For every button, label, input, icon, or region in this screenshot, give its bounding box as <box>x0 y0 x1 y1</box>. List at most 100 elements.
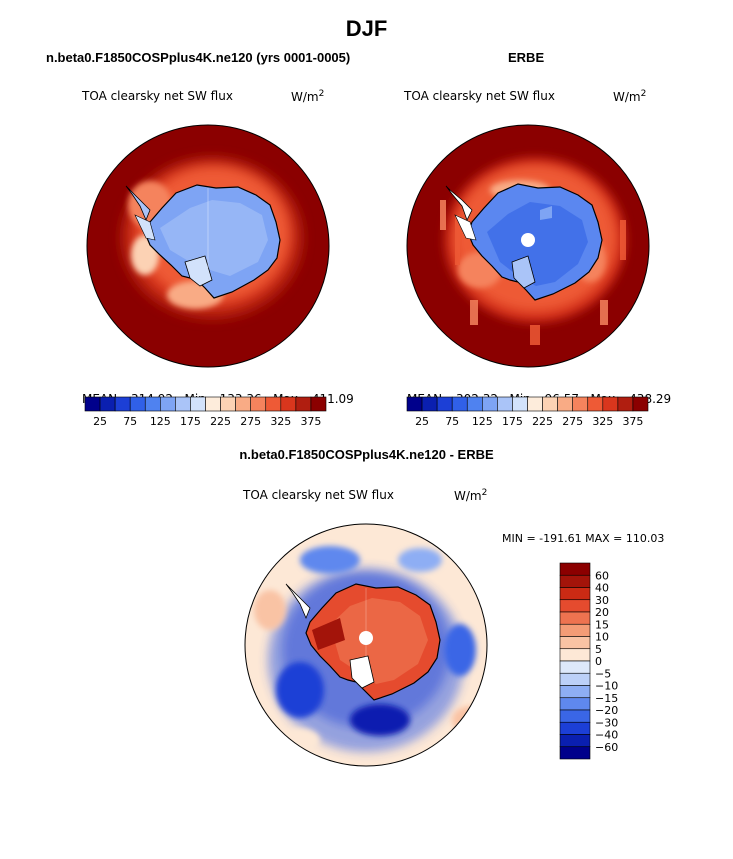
diff-colorbar-swatch <box>559 709 591 723</box>
diff-units-exp: 2 <box>481 488 488 498</box>
diff-colorbar-tick-label: 20 <box>595 606 609 619</box>
diff-panel-header: n.beta0.F1850COSPplus4K.ne120 - ERBE <box>239 447 494 462</box>
model-colorbar-tick-label: 375 <box>300 415 321 428</box>
model-colorbar-tick-label: 325 <box>270 415 291 428</box>
diff-colorbar-swatch <box>559 648 591 662</box>
erbe-colorbar-tick-label: 325 <box>592 415 613 428</box>
panel-2-header: ERBE <box>508 50 545 65</box>
model-colorbar-swatch <box>99 396 116 412</box>
diff-colorbar-tick-label: 60 <box>595 569 609 582</box>
erbe-colorbar-swatch <box>406 396 423 412</box>
diff-colorbar-swatch <box>559 672 591 686</box>
model-colorbar-swatch <box>144 396 161 412</box>
diff-colorbar-tick-label: 40 <box>595 582 609 595</box>
panel-1-units-exp: 2 <box>318 89 325 99</box>
erbe-colorbar-swatch <box>587 396 604 412</box>
erbe-colorbar-swatch <box>617 396 634 412</box>
erbe-map <box>407 125 649 367</box>
erbe-colorbar-swatch <box>421 396 438 412</box>
erbe-colorbar-swatch <box>451 396 468 412</box>
diff-colorbar-tick-label: 30 <box>595 594 609 607</box>
diff-colorbar-swatch <box>559 611 591 625</box>
model-colorbar-swatch <box>84 396 101 412</box>
erbe-colorbar-swatch <box>436 396 453 412</box>
erbe-colorbar-swatch <box>512 396 528 412</box>
diff-colorbar-tick-label: 0 <box>595 655 602 668</box>
erbe-colorbar: 25 75 125 175 225 275 325 375 <box>406 396 649 428</box>
model-colorbar-tick-label: 25 <box>93 415 107 428</box>
diff-colorbar-tick-label: −15 <box>595 692 618 705</box>
diff-units: W/m2 <box>454 488 487 503</box>
diff-colorbar-tick-label: 10 <box>595 631 609 644</box>
diff-minmax: MIN = -191.61 MAX = 110.03 <box>502 532 665 545</box>
erbe-colorbar-tick-label: 25 <box>415 415 429 428</box>
model-colorbar-swatch <box>114 396 131 412</box>
model-colorbar-swatch <box>250 396 267 412</box>
erbe-colorbar-swatch <box>542 396 558 412</box>
erbe-colorbar-swatch <box>466 396 483 412</box>
erbe-colorbar-swatch <box>572 396 589 412</box>
model-colorbar-swatch <box>190 396 206 412</box>
diff-colorbar-swatch <box>559 599 591 613</box>
erbe-colorbar-tick-label: 125 <box>472 415 493 428</box>
erbe-colorbar-tick-label: 175 <box>502 415 523 428</box>
diff-colorbar-swatch <box>559 562 591 576</box>
model-colorbar-swatch <box>265 396 282 412</box>
panel-1-units-base: W/m <box>291 90 319 104</box>
diff-colorbar-tick-label: −20 <box>595 704 618 717</box>
model-colorbar-tick-label: 175 <box>180 415 201 428</box>
model-colorbar-tick-label: 75 <box>123 415 137 428</box>
erbe-colorbar-tick-label: 225 <box>532 415 553 428</box>
model-map <box>87 125 329 367</box>
diff-map <box>245 524 487 766</box>
diff-colorbar-swatch <box>559 660 591 674</box>
diff-colorbar-tick-label: −10 <box>595 680 618 693</box>
model-colorbar-swatch <box>205 396 221 412</box>
model-colorbar-swatch <box>280 396 297 412</box>
model-colorbar-swatch <box>160 396 176 412</box>
diff-field-label: TOA clearsky net SW flux <box>243 488 394 502</box>
panel-1-header: n.beta0.F1850COSPplus4K.ne120 (yrs 0001-… <box>46 50 351 65</box>
erbe-colorbar-swatch <box>557 396 573 412</box>
diff-colorbar-swatch <box>559 685 591 699</box>
model-colorbar-swatch <box>235 396 251 412</box>
panel-2-units: W/m2 <box>613 89 646 104</box>
diff-colorbar-tick-label: −5 <box>595 667 611 680</box>
diff-colorbar-swatch <box>559 697 591 711</box>
diff-colorbar-tick-label: −60 <box>595 741 618 754</box>
diff-colorbar-tick-label: 15 <box>595 618 609 631</box>
erbe-colorbar-tick-label: 375 <box>622 415 643 428</box>
model-colorbar: 25 75 125 175 225 275 325 375 <box>84 396 327 428</box>
page-title: DJF <box>345 16 388 41</box>
panel-2-field-label: TOA clearsky net SW flux <box>404 89 555 103</box>
model-colorbar-swatch <box>295 396 312 412</box>
model-colorbar-swatch <box>175 396 191 412</box>
diff-colorbar-tick-label: −30 <box>595 716 618 729</box>
diff-colorbar-swatch <box>559 746 591 760</box>
diff-colorbar-swatch <box>559 574 591 588</box>
erbe-colorbar-swatch <box>497 396 513 412</box>
diff-colorbar-tick-label: 5 <box>595 643 602 656</box>
diff-units-base: W/m <box>454 489 482 503</box>
diff-colorbar-swatch <box>559 721 591 735</box>
diff-colorbar-swatch <box>559 623 591 637</box>
panel-2-units-base: W/m <box>613 90 641 104</box>
model-colorbar-swatch <box>310 396 327 412</box>
model-colorbar-swatch <box>220 396 236 412</box>
diff-colorbar-swatch <box>559 587 591 601</box>
diff-colorbar-tick-label: −40 <box>595 729 618 742</box>
erbe-colorbar-tick-label: 75 <box>445 415 459 428</box>
panel-1-units: W/m2 <box>291 89 324 104</box>
erbe-colorbar-swatch <box>482 396 498 412</box>
model-colorbar-tick-label: 225 <box>210 415 231 428</box>
erbe-colorbar-swatch <box>602 396 619 412</box>
panel-1-field-label: TOA clearsky net SW flux <box>82 89 233 103</box>
erbe-colorbar-swatch <box>527 396 543 412</box>
erbe-colorbar-tick-label: 275 <box>562 415 583 428</box>
panel-2-units-exp: 2 <box>640 89 647 99</box>
model-colorbar-swatch <box>129 396 146 412</box>
diff-colorbar-swatch <box>559 636 591 650</box>
model-colorbar-tick-label: 125 <box>150 415 171 428</box>
